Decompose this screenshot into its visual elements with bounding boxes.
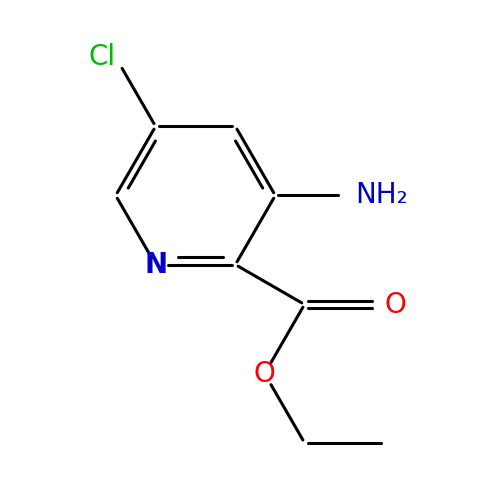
Text: N: N <box>144 250 167 278</box>
Text: Cl: Cl <box>88 44 116 72</box>
Text: NH₂: NH₂ <box>355 182 408 210</box>
Text: O: O <box>254 360 276 388</box>
Text: O: O <box>384 290 406 318</box>
